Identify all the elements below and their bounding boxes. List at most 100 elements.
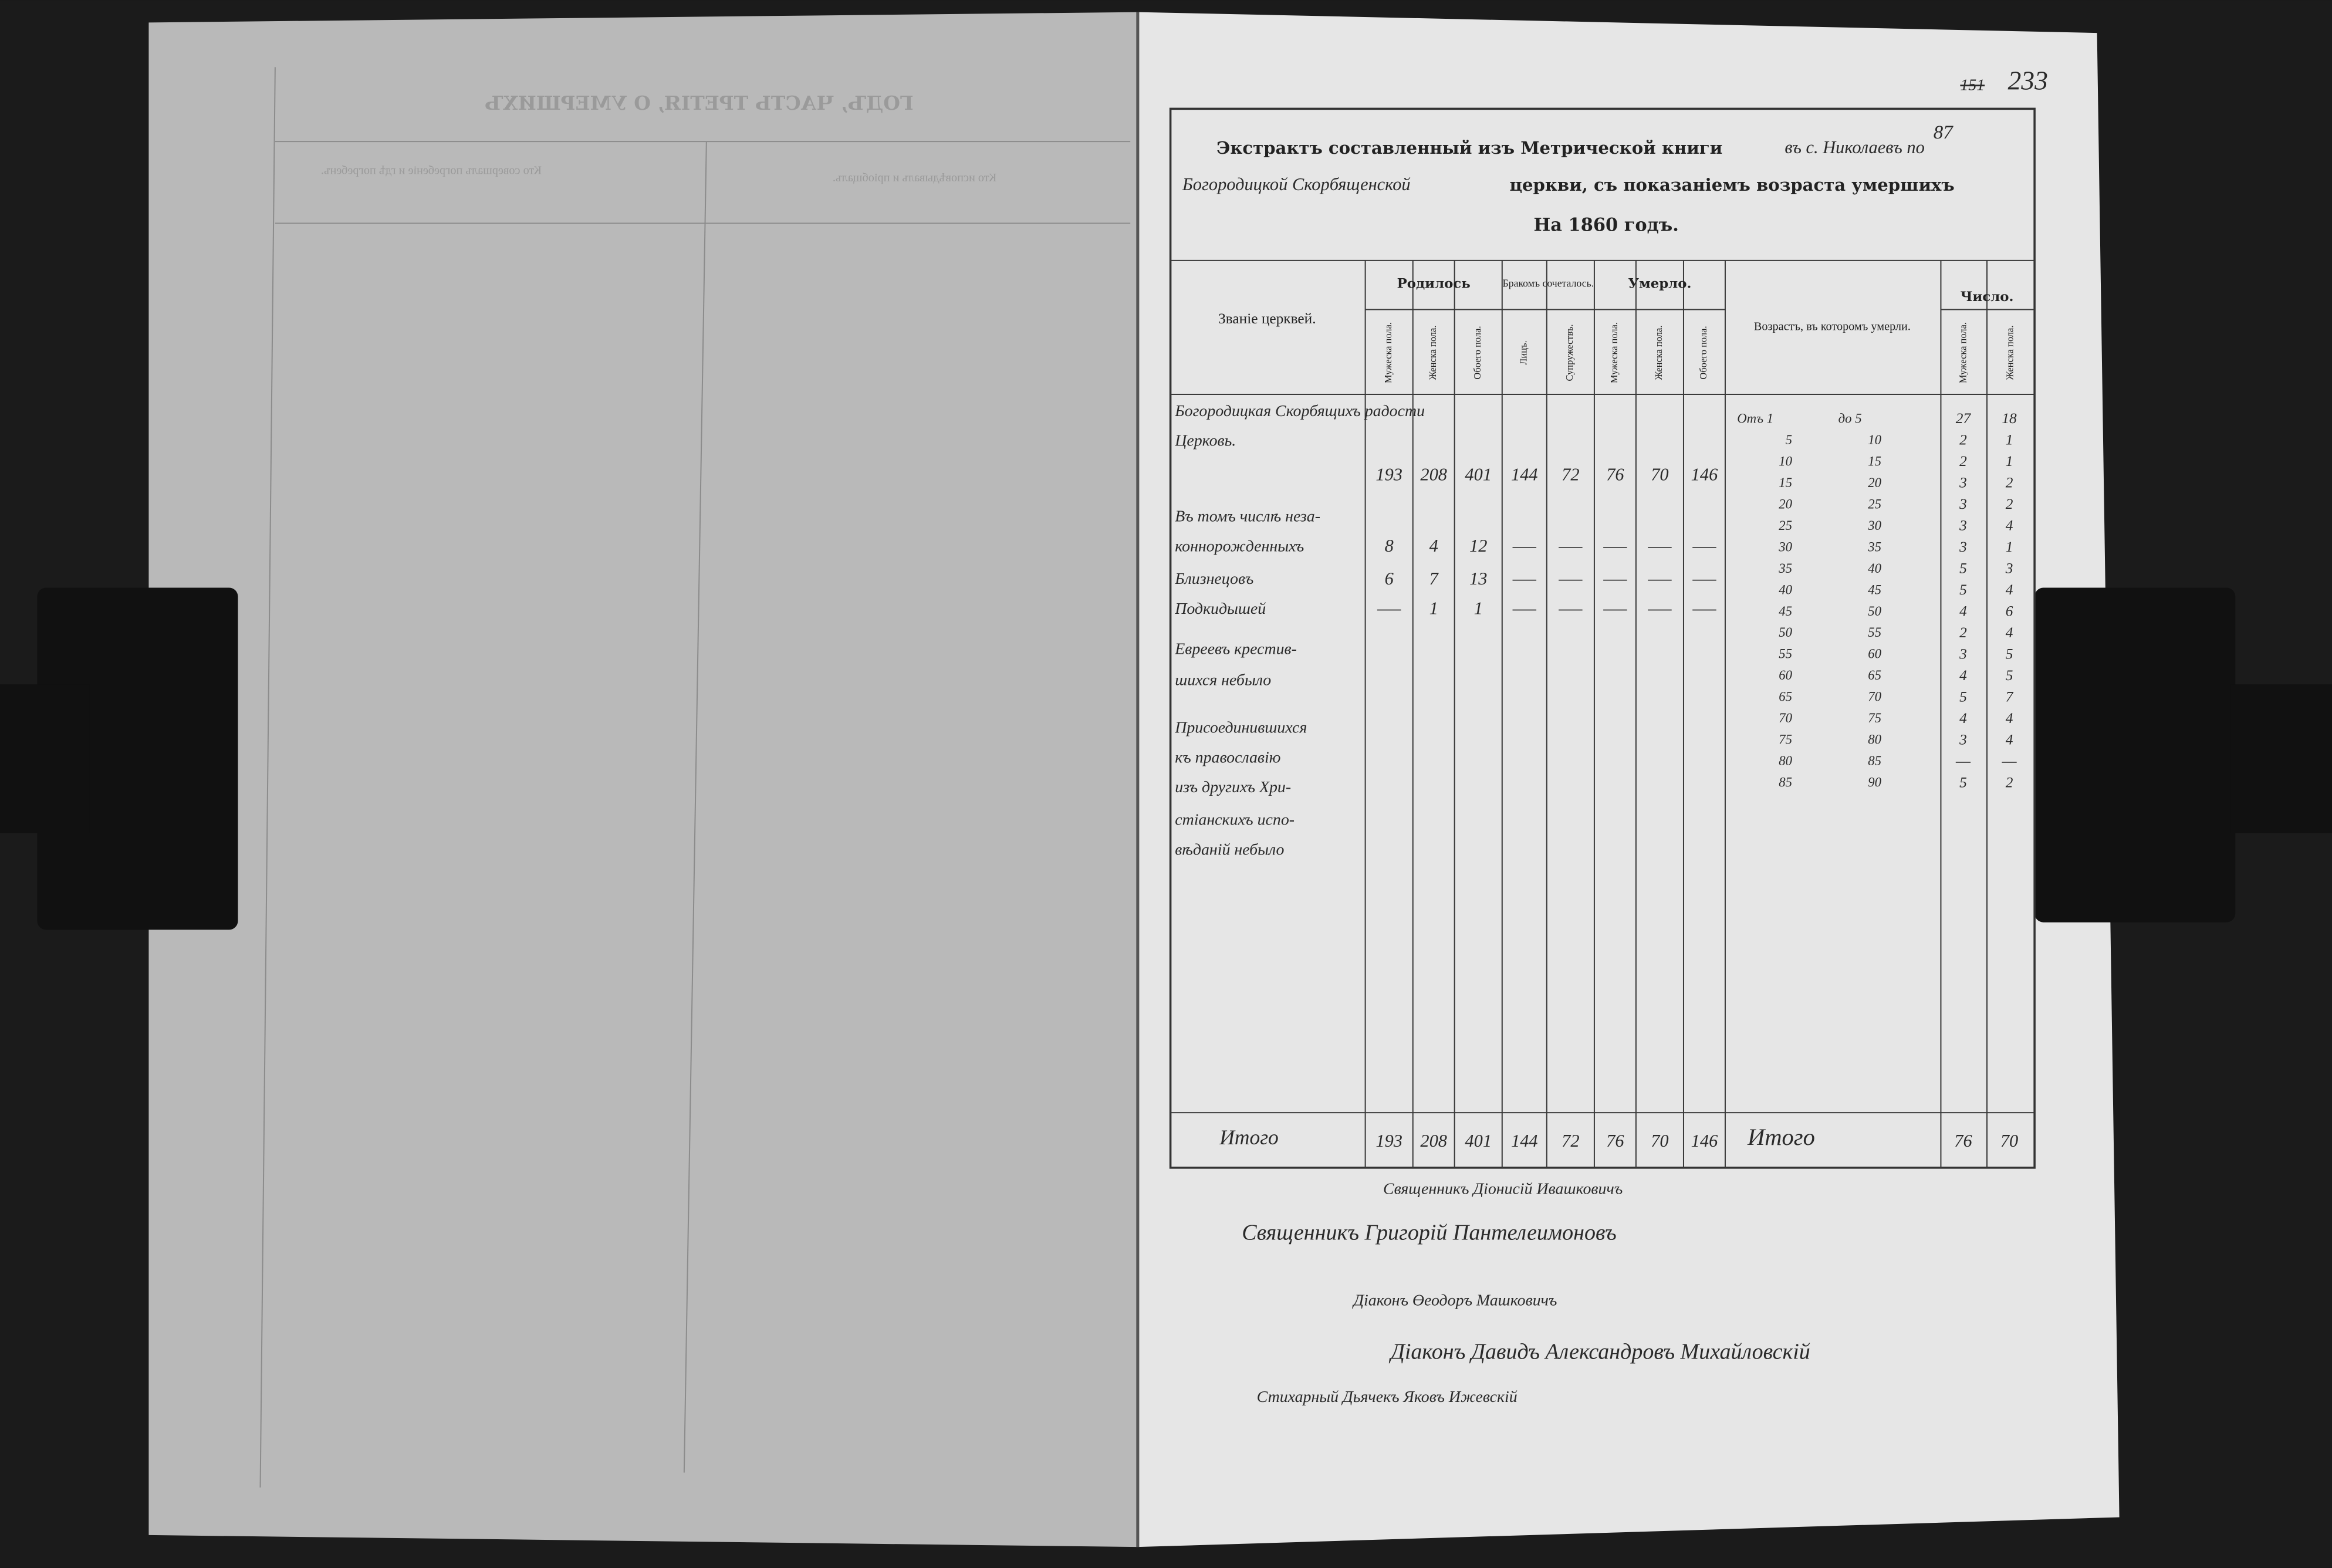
- column-subheader: Лицъ.: [1518, 340, 1529, 364]
- age-count: 3: [1959, 474, 1967, 491]
- age-count: 3: [1959, 496, 1967, 512]
- age-count: 3: [1959, 517, 1967, 533]
- age-to: 60: [1868, 647, 1881, 661]
- row-value: 208: [1420, 464, 1447, 484]
- row-value: 1: [1429, 598, 1438, 618]
- column-header: Бракомъ сочеталось.: [1503, 278, 1594, 289]
- age-count: 4: [1959, 710, 1967, 726]
- age-count: 5: [1959, 582, 1967, 598]
- row-value: 1: [1474, 598, 1483, 618]
- age-to: 30: [1867, 518, 1881, 533]
- age-from: Отъ 1: [1737, 411, 1773, 425]
- signature: Священникъ Григорій Пантелеимоновъ: [1242, 1221, 1617, 1245]
- age-to: 50: [1868, 604, 1881, 619]
- column-subheader: Мужеска пола.: [1958, 322, 1969, 383]
- age-to: 25: [1868, 496, 1881, 511]
- age-to: 75: [1868, 711, 1881, 725]
- total-value: 72: [1562, 1131, 1579, 1151]
- row-value: 6: [1385, 569, 1394, 589]
- column-header: Умерло.: [1628, 276, 1691, 291]
- age-from: 50: [1779, 625, 1792, 640]
- row-name: Близнецовъ: [1174, 570, 1253, 588]
- right-page: [1137, 12, 2120, 1547]
- row-name: Въ томъ числѣ неза-: [1175, 508, 1320, 526]
- row-name: изъ другихъ Хри-: [1175, 778, 1291, 796]
- row-value: 72: [1562, 464, 1579, 484]
- row-value: 401: [1465, 464, 1492, 484]
- age-from: 45: [1779, 604, 1792, 619]
- age-count: 4: [1959, 667, 1967, 684]
- age-count: 2: [1959, 453, 1967, 469]
- signature: Діаконъ Өеодоръ Машковичъ: [1351, 1291, 1557, 1309]
- age-count: 1: [2006, 431, 2013, 448]
- age-count: 4: [2006, 624, 2013, 641]
- age-count: 3: [2005, 560, 2013, 576]
- row-name: коннорожденныхъ: [1175, 537, 1304, 555]
- age-from: 10: [1779, 454, 1792, 468]
- age-from: 80: [1779, 753, 1792, 768]
- row-name: Евреевъ крестив-: [1174, 640, 1297, 658]
- age-from: 5: [1786, 432, 1792, 447]
- age-count: 4: [2006, 517, 2013, 533]
- age-to: 15: [1868, 454, 1881, 468]
- row-value: 8: [1385, 536, 1394, 556]
- age-count: 4: [2006, 582, 2013, 598]
- left-page: [148, 12, 1138, 1547]
- age-count: 5: [2006, 667, 2013, 684]
- age-to: 35: [1867, 539, 1881, 554]
- title: церкви, съ показаніемъ возраста умершихъ: [1509, 175, 1954, 195]
- row-value: 70: [1651, 464, 1668, 484]
- age-to: 45: [1868, 582, 1881, 597]
- row-value: 76: [1606, 464, 1624, 484]
- age-from: 70: [1779, 711, 1792, 725]
- age-count: 2: [1959, 624, 1967, 641]
- age-count: 5: [1959, 688, 1967, 705]
- column-subheader: Женска пола.: [1653, 326, 1664, 380]
- binder-clips: [0, 587, 2332, 930]
- age-to: 70: [1868, 690, 1881, 704]
- age-from: 75: [1779, 732, 1792, 747]
- left-header: ГОДЪ, ЧАСТЬ ТРЕТІЯ, О УМЕРШИХЪ: [485, 92, 914, 114]
- total-value: 76: [1606, 1131, 1624, 1151]
- age-count: 5: [1959, 560, 1967, 576]
- page-number: 151: [1960, 76, 1985, 94]
- age-count: 2: [2006, 474, 2013, 491]
- row-name: Присоединившихся: [1174, 719, 1307, 737]
- table-grid: [1169, 107, 2036, 1169]
- age-count: 4: [1959, 603, 1967, 619]
- age-from: 40: [1779, 582, 1792, 597]
- age-from: 35: [1778, 561, 1792, 576]
- age-from: 60: [1779, 668, 1792, 682]
- row-name: шихся небыло: [1175, 671, 1271, 690]
- age-count: 2: [1959, 431, 1967, 448]
- age-from: 55: [1779, 647, 1792, 661]
- left-column-header: Кто исповѣдывалъ и пріобщалъ.: [833, 171, 996, 184]
- row-value: 12: [1469, 536, 1487, 556]
- age-count: 1: [2006, 539, 2013, 555]
- column-subheader: Женска пола.: [2004, 326, 2015, 380]
- row-value: 193: [1375, 464, 1402, 484]
- column-subheader: Женска пола.: [1427, 326, 1438, 380]
- age-count: 1: [2006, 453, 2013, 469]
- title: На 1860 годъ.: [1534, 215, 1679, 236]
- age-count: 3: [1959, 646, 1967, 662]
- title-handwritten: Богородицкой Скорбященской: [1182, 174, 1411, 194]
- column-subheader: Мужеска пола.: [1383, 322, 1394, 383]
- age-to: 20: [1868, 475, 1881, 490]
- age-count: 2: [2006, 774, 2013, 790]
- row-value: 7: [1429, 569, 1439, 589]
- page-number: 233: [2007, 66, 2047, 96]
- row-name: Подкидышей: [1174, 600, 1266, 618]
- column-subheader: Обоего пола.: [1698, 326, 1709, 379]
- signature: Священникъ Діонисій Ивашковичъ: [1383, 1180, 1623, 1198]
- total-value: 144: [1511, 1131, 1538, 1151]
- age-from: 30: [1778, 539, 1792, 554]
- column-header: Званіе церквей.: [1218, 310, 1316, 327]
- age-count: 5: [1959, 774, 1967, 790]
- age-count: 6: [2006, 603, 2013, 619]
- age-to: 10: [1868, 432, 1881, 447]
- age-to: 85: [1868, 753, 1881, 768]
- row-name: вѣданій небыло: [1175, 840, 1284, 859]
- column-subheader: Супружествъ.: [1564, 324, 1575, 381]
